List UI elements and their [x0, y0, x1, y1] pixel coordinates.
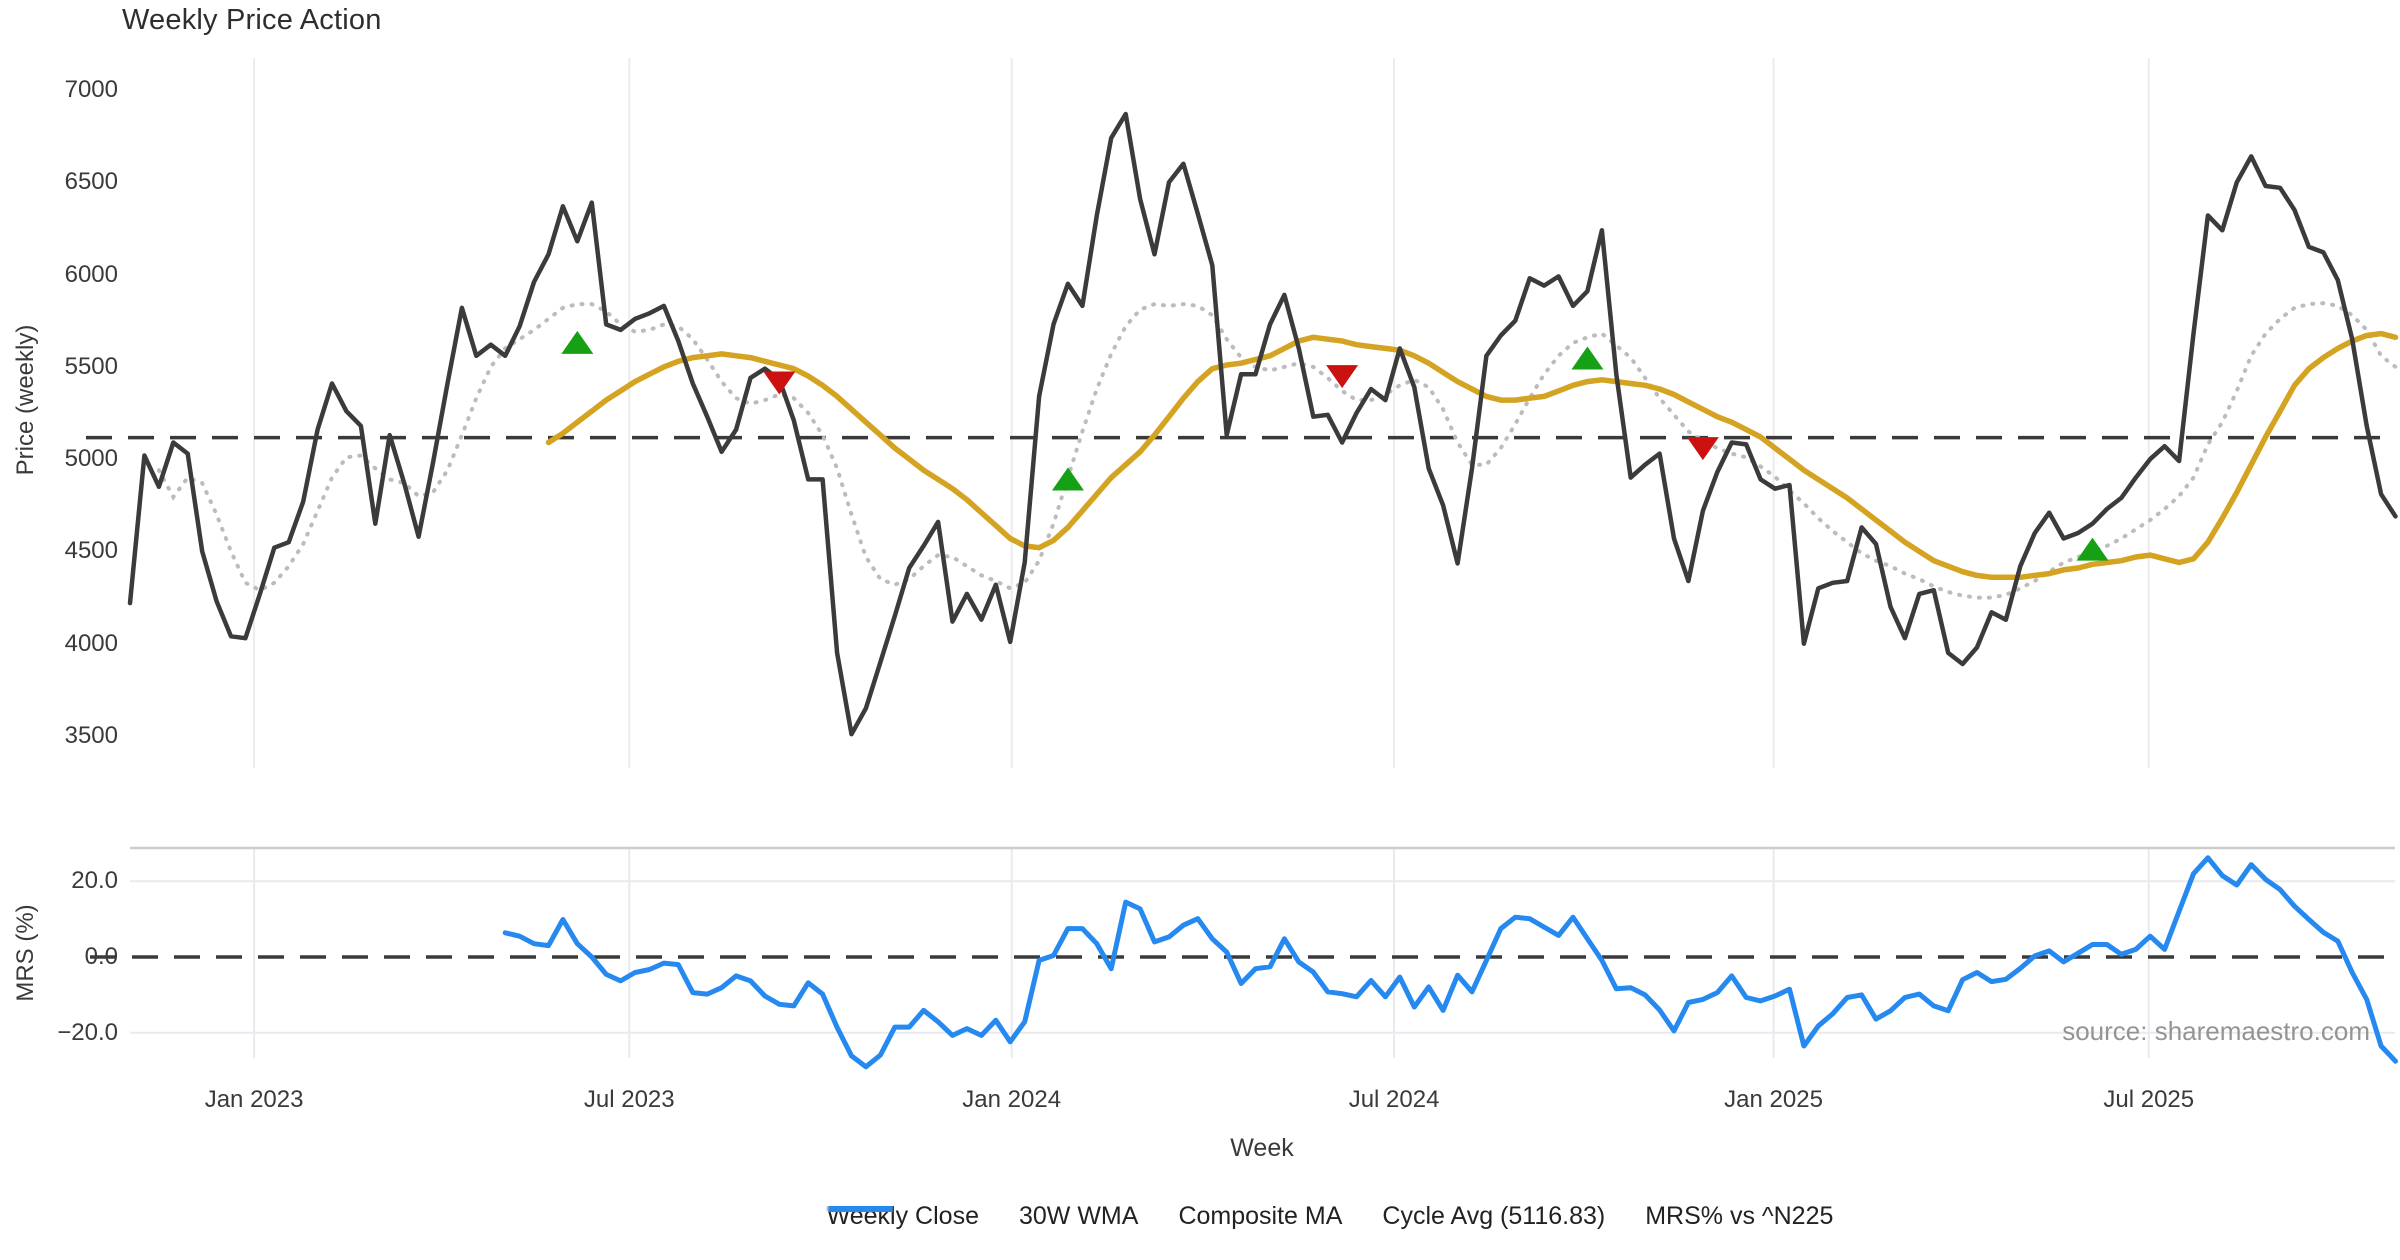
mrs-panel-series — [502, 855, 2398, 1070]
sell-signal-triangle-icon — [1686, 437, 1719, 461]
price-tick-label: 7000 — [64, 76, 118, 103]
legend-label: MRS% vs ^N225 — [1645, 1202, 1834, 1230]
price-tick-label: 3500 — [64, 721, 118, 749]
legend-item: MRS% vs ^N225 — [828, 1202, 1834, 1231]
x-tick-label: Jul 2025 — [2103, 1086, 2195, 1113]
x-tick-label: Jan 2025 — [1724, 1086, 1823, 1113]
mrs-line — [502, 855, 2398, 1070]
buy-signal-triangle-icon — [1051, 467, 1084, 491]
legend-item: Composite MA — [826, 1202, 1343, 1231]
legend-label: Cycle Avg (5116.83) — [1382, 1202, 1606, 1230]
price-tick-label: 6500 — [64, 168, 118, 196]
price-tick-label: 4500 — [64, 537, 118, 565]
buy-signal-triangle-icon — [561, 330, 594, 354]
sell-signal-triangle-icon — [763, 371, 796, 395]
legend-label: Composite MA — [1178, 1202, 1343, 1230]
chart-title: Weekly Price Action — [122, 4, 382, 36]
wma-30w-line — [545, 330, 2399, 581]
buy-signal-triangle-icon — [2076, 537, 2109, 561]
legend: Weekly Close 30W WMA Composite MA Cycle Avg… — [826, 1202, 1834, 1231]
buy-signal-triangle-icon — [1571, 346, 1604, 370]
legend-label: 30W WMA — [1018, 1202, 1139, 1230]
x-tick-label: Jan 2023 — [204, 1086, 304, 1113]
legend-swatch-icon — [828, 1206, 893, 1212]
x-axis-label: Week — [1230, 1134, 1294, 1162]
x-tick-label: Jul 2023 — [583, 1086, 675, 1113]
legend-item: Cycle Avg (5116.83) — [828, 1202, 1606, 1231]
x-tick-label: Jul 2024 — [1348, 1086, 1440, 1113]
price-panel-series — [127, 111, 2399, 737]
mrs-tick-label: 0.0 — [84, 943, 118, 970]
mrs-tick-label: −20.0 — [57, 1018, 118, 1046]
weekly-close-line — [127, 111, 2398, 737]
mrs-tick-label: 20.0 — [71, 867, 118, 895]
legend-item: 30W WMA — [828, 1202, 1139, 1231]
composite-ma-line — [156, 301, 2398, 600]
price-tick-label: 4000 — [64, 629, 118, 657]
source-watermark: source: sharemaestro.com — [2062, 1016, 2370, 1046]
x-tick-label: Jan 2024 — [962, 1086, 1062, 1113]
sell-signal-triangle-icon — [1326, 365, 1359, 389]
price-tick-label: 5500 — [64, 352, 118, 380]
price-tick-label: 6000 — [64, 260, 118, 288]
price-tick-label: 5000 — [64, 445, 118, 473]
